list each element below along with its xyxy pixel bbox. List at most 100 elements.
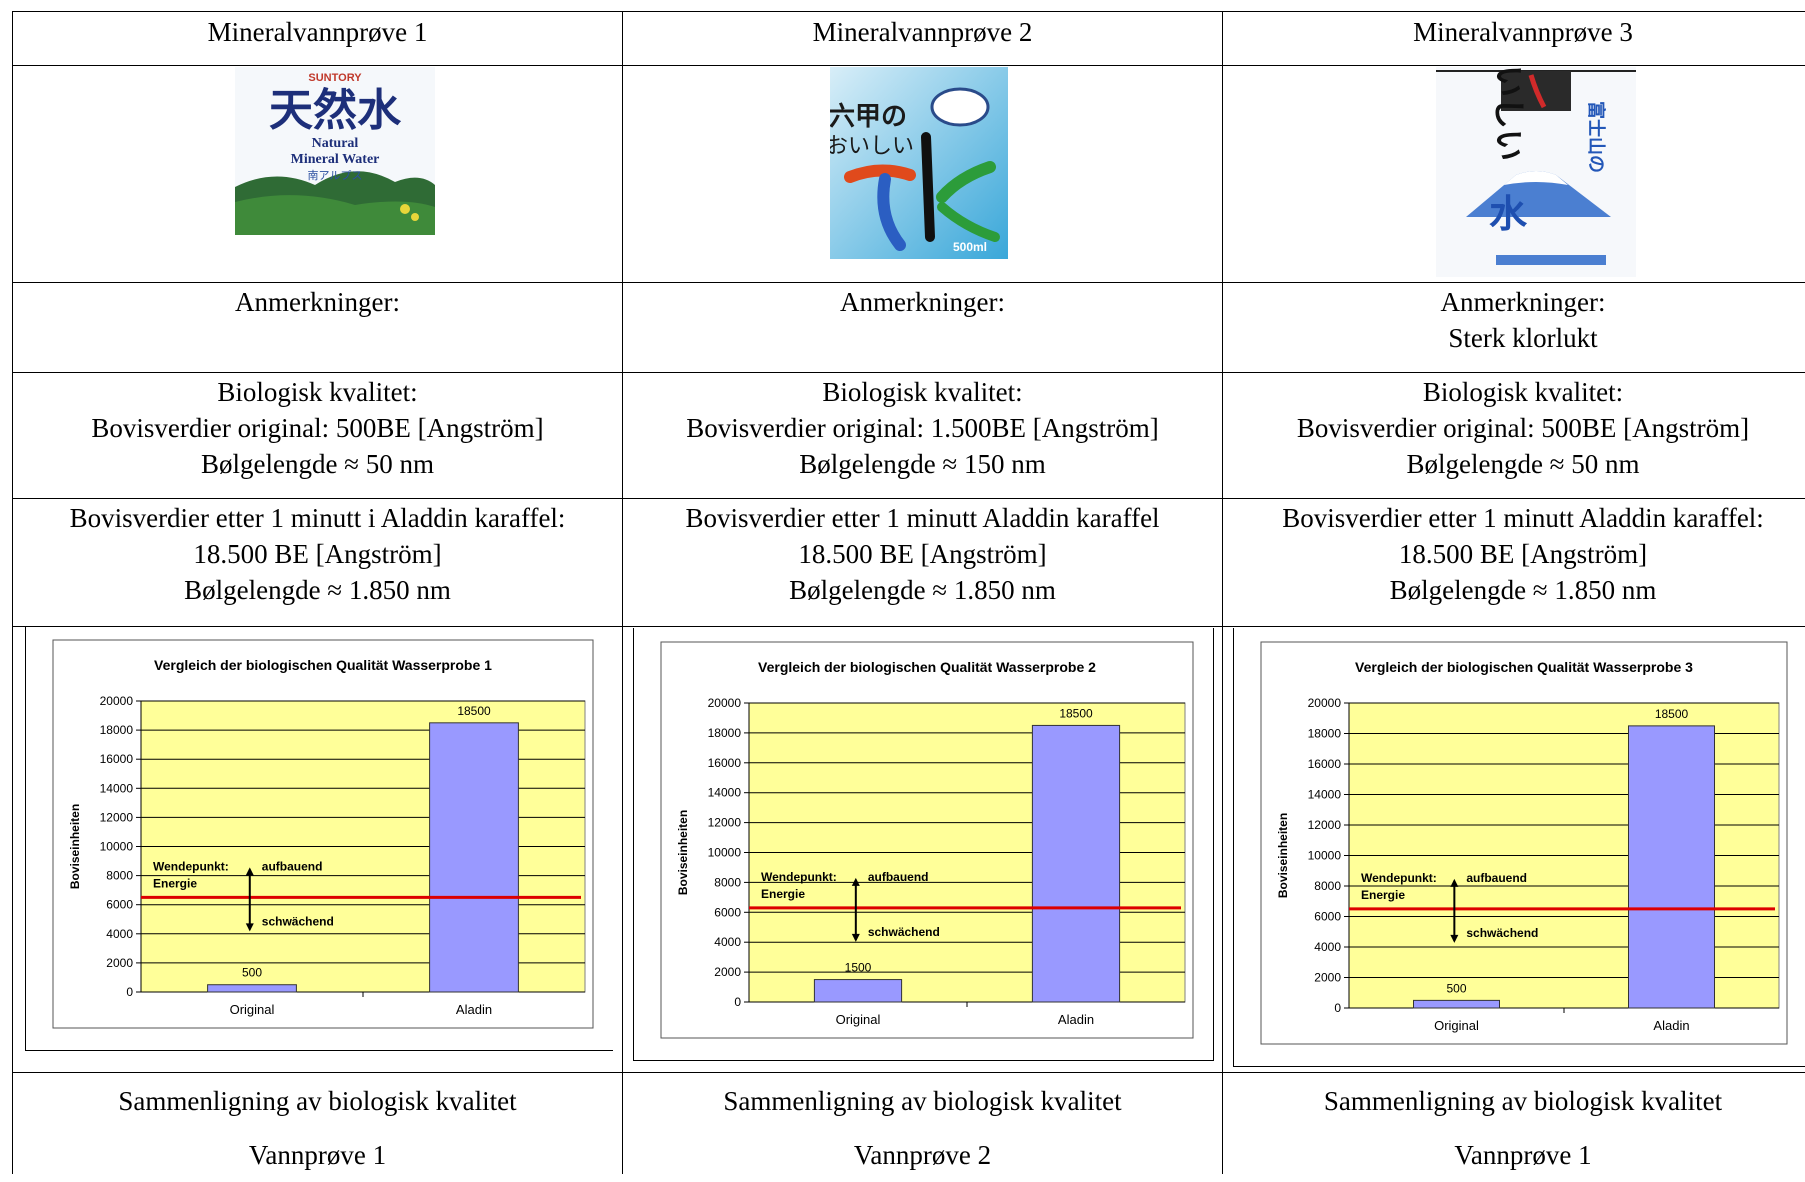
footer-line1: Sammenligning av biologisk kvalitet (1323, 1086, 1723, 1116)
y-tick-label: 8000 (1314, 879, 1341, 893)
y-tick-label: 10000 (100, 840, 134, 854)
y-axis-label: Boviseinheiten (68, 804, 82, 889)
bar-chart-svg: Vergleich der biologischen Qualität Wass… (52, 639, 594, 1029)
logo-brand: SUNTORY (308, 72, 362, 84)
bar (1031, 724, 1121, 1003)
annotation-label: Wendepunkt: (153, 859, 229, 873)
y-tick-label: 18000 (100, 723, 134, 737)
remarks-cell-1: Anmerkninger: (13, 284, 622, 320)
y-tick-label: 16000 (1308, 757, 1342, 771)
mount-fuji-label-icon: おいしい 富士山の 水 (1436, 33, 1636, 277)
x-tick-label: Aladin (1653, 1018, 1689, 1033)
x-tick-label: Original (836, 1012, 881, 1027)
after-line2: 18.500 BE [Angström] (798, 539, 1047, 569)
data-label: 18500 (1655, 707, 1689, 721)
y-tick-label: 8000 (106, 869, 133, 883)
logo-kanji: 天然水 (269, 85, 402, 136)
annotation-label: Energie (1361, 888, 1405, 902)
after-cell-1: Bovisverdier etter 1 minutt i Aladdin ka… (13, 500, 622, 608)
data-label: 500 (1446, 981, 1466, 995)
after-line3: Bølgelengde ≈ 1.850 nm (789, 575, 1056, 605)
logo-line3: 水 (1489, 192, 1528, 236)
y-tick-label: 16000 (100, 752, 134, 766)
y-tick-label: 6000 (106, 898, 133, 912)
quality-wavelength: Bølgelengde ≈ 50 nm (200, 449, 435, 479)
y-tick-label: 16000 (708, 756, 742, 770)
footer-cell-1: Sammenligning av biologisk kvalitet Vann… (13, 1074, 622, 1182)
quality-original: Bovisverdier original: 500BE [Angström] (91, 413, 544, 443)
quality-title: Biologisk kvalitet: (822, 377, 1023, 407)
mountain-bottle-label-icon: SUNTORY 天然水 Natural Mineral Water 南アルプス (235, 67, 435, 235)
header-text: Mineralvannprøve 1 (207, 17, 428, 47)
footer-line2: Vannprøve 1 (248, 1140, 387, 1170)
quality-cell-3: Biologisk kvalitet: Bovisverdier origina… (1223, 374, 1805, 482)
quality-wavelength: Bølgelengde ≈ 50 nm (1406, 449, 1640, 479)
footer-cell-2: Sammenligning av biologisk kvalitet Vann… (623, 1074, 1222, 1182)
y-tick-label: 4000 (714, 935, 741, 949)
row-divider (13, 372, 1805, 373)
chart-title: Vergleich der biologischen Qualität Wass… (758, 659, 1096, 675)
annotation-down: schwächend (262, 914, 334, 928)
x-tick-label: Aladin (1058, 1012, 1094, 1027)
header-text: Mineralvannprøve 2 (812, 17, 1033, 47)
y-tick-label: 0 (734, 995, 741, 1009)
bar (1413, 999, 1500, 1009)
annotation-label: Wendepunkt: (761, 870, 837, 884)
logo-line2: おいしい (830, 134, 914, 159)
product-logo-1: SUNTORY 天然水 Natural Mineral Water 南アルプス (235, 67, 435, 235)
quality-cell-1: Biologisk kvalitet: Bovisverdier origina… (13, 374, 622, 482)
remarks-cell-2: Anmerkninger: (623, 284, 1222, 320)
after-line1: Bovisverdier etter 1 minutt Aladdin kara… (1282, 503, 1764, 533)
y-tick-label: 18000 (1308, 727, 1342, 741)
row-divider (13, 282, 1805, 283)
y-tick-label: 0 (1334, 1001, 1341, 1015)
y-tick-label: 0 (126, 985, 133, 999)
y-tick-label: 12000 (1308, 818, 1342, 832)
footer-line1: Sammenligning av biologisk kvalitet (118, 1086, 517, 1116)
arrow-down-icon (245, 923, 254, 932)
bar (1628, 725, 1715, 1009)
y-tick-label: 8000 (714, 875, 741, 889)
after-line2: 18.500 BE [Angström] (1398, 539, 1648, 569)
y-tick-label: 14000 (100, 781, 134, 795)
after-line3: Bølgelengde ≈ 1.850 nm (184, 575, 451, 605)
row-divider (13, 65, 1805, 66)
header-text: Mineralvannprøve 3 (1413, 17, 1633, 47)
arrow-up-icon (1450, 878, 1459, 887)
logo-line1: 六甲の (830, 102, 907, 132)
after-cell-2: Bovisverdier etter 1 minutt Aladdin kara… (623, 500, 1222, 608)
y-axis-label: Boviseinheiten (676, 810, 690, 895)
column-header-2: Mineralvannprøve 2 (623, 14, 1222, 50)
chart-2: Vergleich der biologischen Qualität Wass… (633, 628, 1214, 1061)
column-header-3: Mineralvannprøve 3 (1223, 14, 1805, 50)
quality-title: Biologisk kvalitet: (1422, 377, 1624, 407)
x-tick-label: Original (1434, 1018, 1479, 1033)
chart-title: Vergleich der biologischen Qualität Wass… (1355, 659, 1693, 675)
annotation-down: schwächend (1466, 926, 1538, 940)
y-tick-label: 18000 (708, 726, 742, 740)
y-axis-label: Boviseinheiten (1276, 813, 1290, 898)
arrow-down-icon (851, 933, 860, 942)
product-logo-2: 六甲の おいしい 500ml (826, 67, 1008, 259)
after-line1: Bovisverdier etter 1 minutt i Aladdin ka… (69, 503, 566, 533)
column-header-1: Mineralvannprøve 1 (13, 14, 622, 50)
bar (207, 984, 297, 993)
column-divider (1222, 12, 1223, 1174)
chart-1: Vergleich der biologischen Qualität Wass… (25, 626, 613, 1051)
bar (813, 979, 903, 1003)
y-tick-label: 2000 (106, 956, 133, 970)
data-label: 500 (242, 966, 262, 980)
logo-line2: おいしい (1490, 67, 1528, 161)
bar-chart-svg: Vergleich der biologischen Qualität Wass… (660, 641, 1194, 1039)
water-brush-label-icon: 六甲の おいしい 500ml (826, 67, 1008, 259)
footer-line2: Vannprøve 1 (1454, 1140, 1592, 1170)
chart-title: Vergleich der biologischen Qualität Wass… (154, 657, 492, 673)
y-tick-label: 20000 (708, 696, 742, 710)
logo-size: 500ml (953, 240, 987, 254)
x-tick-label: Original (230, 1002, 275, 1017)
arrow-up-icon (245, 867, 254, 876)
product-logo-3: おいしい 富士山の 水 (1436, 33, 1636, 277)
logo-sub: 南アルプス (308, 169, 363, 182)
annotation-label: Energie (153, 876, 197, 890)
arrow-up-icon (851, 877, 860, 886)
